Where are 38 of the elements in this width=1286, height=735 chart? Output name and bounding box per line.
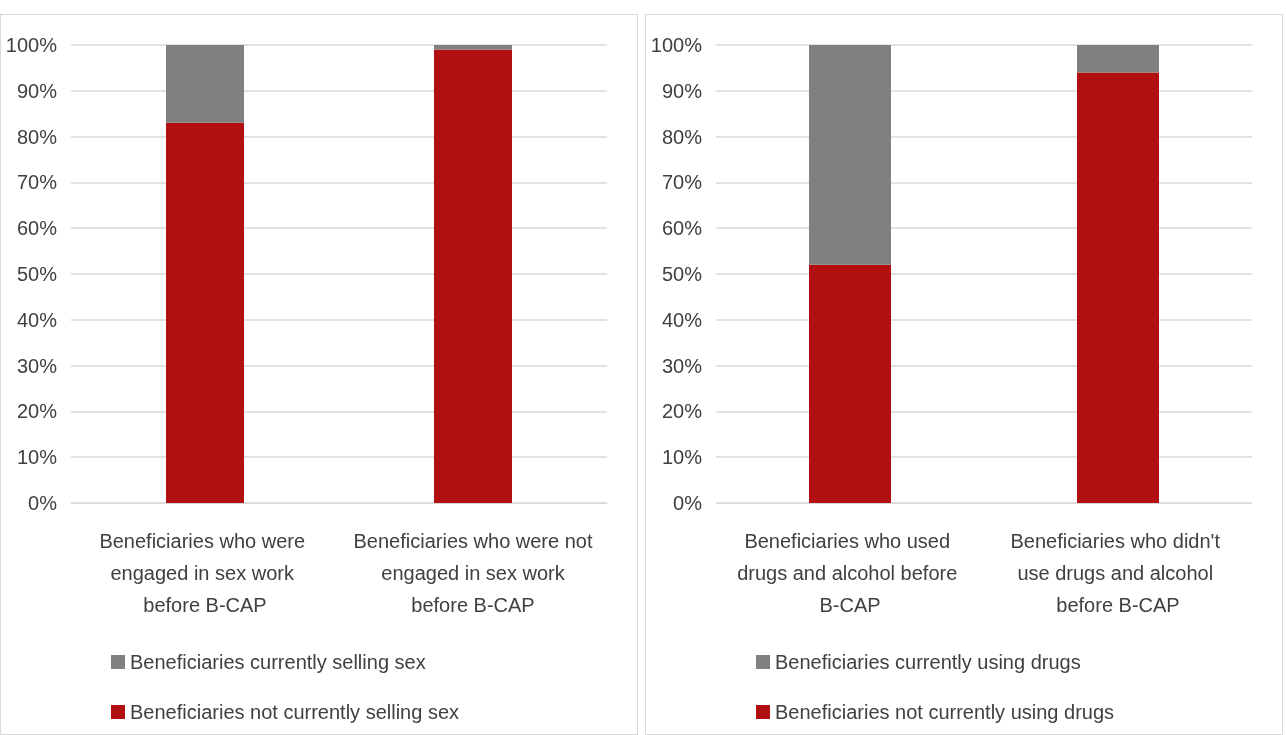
y-tick-label: 0% — [673, 492, 703, 514]
legend-label: Beneficiaries not currently using drugs — [775, 701, 1115, 723]
y-tick-label: 50% — [16, 263, 58, 285]
y-tick-label: 80% — [16, 125, 58, 148]
bar — [1077, 45, 1159, 73]
y-tick-label: 60% — [16, 217, 58, 240]
y-tick-label: 90% — [661, 79, 703, 102]
y-tick-label: 20% — [661, 400, 703, 423]
x-tick-label: Beneficiaries who didn't use drugs and alcohol before B-CAP — [1010, 530, 1226, 616]
y-tick-label: 50% — [661, 263, 703, 285]
bar — [166, 122, 244, 503]
y-tick-label: 20% — [16, 400, 58, 423]
y-tick-label: 40% — [16, 308, 58, 331]
x-tick-label: Beneficiaries who were not engaged in sex work before B-CAP — [353, 530, 593, 616]
y-tick-label: 80% — [661, 125, 703, 148]
y-tick-label: 100% — [5, 34, 58, 56]
y-tick-label: 90% — [16, 79, 58, 102]
y-tick-label: 10% — [16, 446, 58, 469]
legend-label: Beneficiaries not currently selling sex — [130, 701, 460, 723]
bar — [434, 49, 512, 503]
y-tick-label: 40% — [661, 308, 703, 331]
y-tick-label: 70% — [16, 171, 58, 194]
y-tick-label: 60% — [661, 217, 703, 240]
y-tick-label: 100% — [650, 34, 703, 56]
x-tick-label: Beneficiaries who used drugs and alcohol before B-CAP — [737, 530, 963, 616]
y-tick-label: 70% — [661, 171, 703, 194]
y-tick-label: 30% — [16, 354, 58, 377]
bar — [434, 45, 512, 50]
y-tick-label: 0% — [28, 492, 58, 514]
legend-label: Beneficiaries currently using drugs — [775, 651, 1081, 673]
bar — [809, 264, 891, 503]
bar — [809, 45, 891, 265]
y-tick-label: 30% — [661, 354, 703, 377]
bar — [166, 45, 244, 123]
bar — [1077, 72, 1159, 503]
x-tick-label: Beneficiaries who were engaged in sex work before B-CAP — [99, 530, 311, 616]
y-tick-label: 10% — [661, 446, 703, 469]
legend-label: Beneficiaries currently selling sex — [130, 651, 426, 673]
